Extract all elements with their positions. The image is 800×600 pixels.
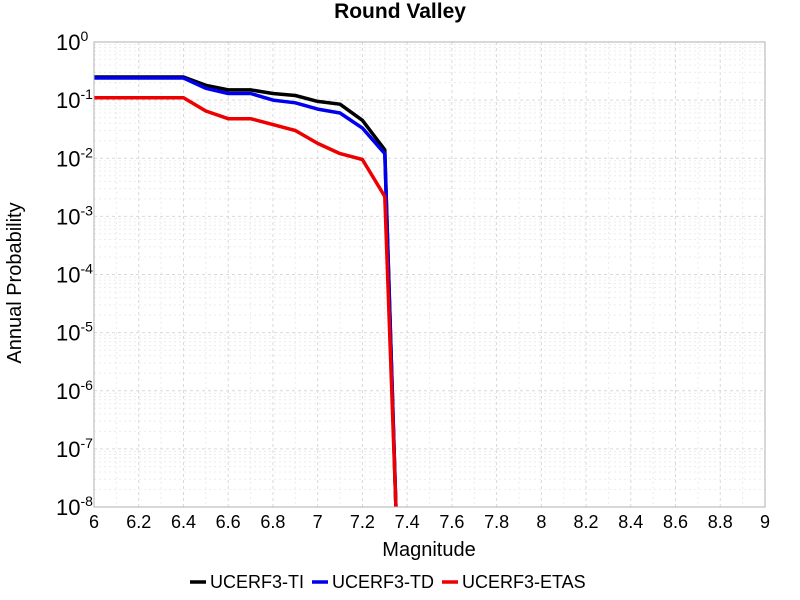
y-tick-label: 10-2 (56, 144, 93, 171)
x-tick-label: 6 (89, 512, 99, 532)
x-tick-label: 6.8 (260, 512, 285, 532)
x-tick-label: 8.2 (574, 512, 599, 532)
x-tick-label: 7.4 (395, 512, 420, 532)
legend-label: UCERF3-TD (332, 572, 434, 592)
chart-title: Round Valley (334, 0, 466, 23)
y-tick-label: 10-7 (56, 435, 93, 462)
plot-border (93, 41, 766, 508)
y-tick-labels: 100 10-1 10-2 10-3 10-4 10-5 10-6 10-7 10-8 (56, 28, 93, 520)
y-tick-label: 10-6 (56, 377, 93, 404)
x-tick-label: 6.6 (216, 512, 241, 532)
x-tick-label: 8.4 (618, 512, 643, 532)
x-tick-label: 8.6 (663, 512, 688, 532)
legend: UCERF3-TI UCERF3-TD UCERF3-ETAS (190, 572, 586, 592)
x-tick-label: 6.4 (171, 512, 196, 532)
x-tick-label: 8.8 (708, 512, 733, 532)
x-tick-labels: 6 6.2 6.4 6.6 6.8 7 7.2 7.4 7.6 7.8 8 8.2 8.4 8.6 8.8 9 (89, 512, 770, 532)
grid (93, 41, 766, 508)
x-tick-label: 7.2 (350, 512, 375, 532)
y-tick-label: 10-1 (56, 86, 93, 113)
x-tick-label: 7 (313, 512, 323, 532)
x-tick-label: 9 (760, 512, 770, 532)
y-axis-label: Annual Probability (4, 202, 26, 363)
legend-item: UCERF3-ETAS (442, 572, 586, 592)
y-tick-label: 10-4 (56, 261, 93, 288)
x-axis-label: Magnitude (382, 539, 475, 561)
series-line-ucerf3-etas (94, 95, 398, 508)
legend-item: UCERF3-TI (190, 572, 304, 592)
legend-item: UCERF3-TD (312, 572, 434, 592)
y-tick-label: 10-3 (56, 202, 93, 229)
x-tick-label: 8 (536, 512, 546, 532)
x-tick-label: 6.2 (126, 512, 151, 532)
y-tick-label: 10-5 (56, 319, 93, 346)
legend-label: UCERF3-ETAS (462, 572, 586, 592)
x-tick-label: 7.6 (439, 512, 464, 532)
y-tick-label: 10-8 (56, 493, 93, 520)
x-tick-label: 7.8 (484, 512, 509, 532)
series-line-ucerf3-td (94, 76, 398, 508)
series-layer (94, 75, 398, 508)
y-tick-label: 100 (56, 28, 88, 55)
legend-label: UCERF3-TI (210, 572, 304, 592)
